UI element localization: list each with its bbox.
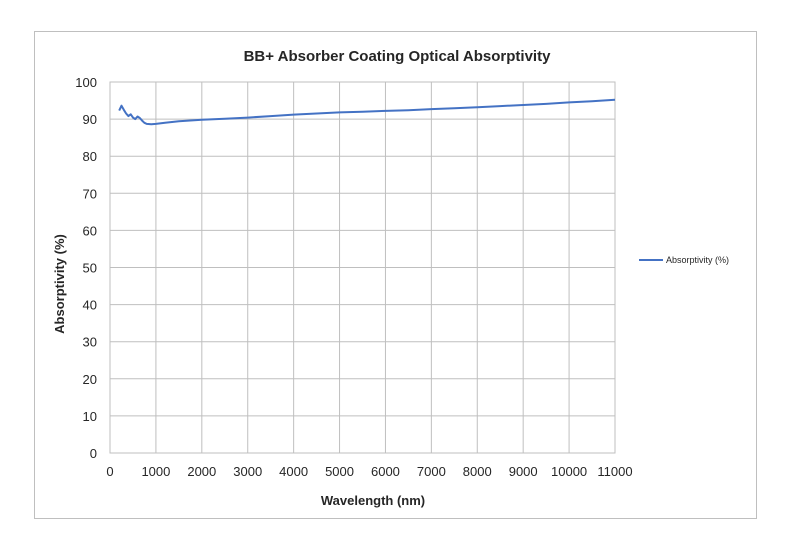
y-tick-label: 90 — [83, 112, 97, 127]
y-tick-label: 100 — [75, 75, 97, 90]
y-tick-label: 40 — [83, 298, 97, 313]
x-tick-label: 6000 — [371, 464, 400, 479]
x-tick-label: 10000 — [551, 464, 587, 479]
x-tick-label: 1000 — [141, 464, 170, 479]
legend: Absorptivity (%) — [639, 255, 729, 265]
y-tick-label: 30 — [83, 335, 97, 350]
plot-area-border — [109, 81, 616, 454]
y-tick-label: 50 — [83, 261, 97, 276]
x-tick-label: 11000 — [597, 464, 632, 479]
legend-entry-label: Absorptivity (%) — [666, 255, 729, 265]
chart-title: BB+ Absorber Coating Optical Absorptivit… — [244, 48, 551, 65]
y-tick-label: 20 — [83, 372, 97, 387]
chart-svg: BB+ Absorber Coating Optical Absorptivit… — [52, 48, 729, 508]
x-tick-label: 8000 — [463, 464, 492, 479]
series-layer — [118, 98, 616, 126]
grid-layer — [109, 81, 616, 454]
y-tick-label: 80 — [83, 149, 97, 164]
y-tick-label: 10 — [83, 409, 97, 424]
x-tick-label: 7000 — [417, 464, 446, 479]
y-axis-title: Absorptivity (%) — [52, 234, 67, 334]
x-tick-label: 9000 — [509, 464, 538, 479]
series-line-absorptivity — [118, 98, 616, 126]
x-tick-label: 4000 — [279, 464, 308, 479]
x-tick-label: 0 — [106, 464, 113, 479]
y-tick-label: 0 — [90, 446, 97, 461]
x-axis-title: Wavelength (nm) — [321, 493, 425, 508]
y-tick-label: 70 — [83, 186, 97, 201]
chart-frame: BB+ Absorber Coating Optical Absorptivit… — [34, 31, 757, 519]
x-tick-label: 3000 — [233, 464, 262, 479]
x-tick-label: 5000 — [325, 464, 354, 479]
y-tick-label: 60 — [83, 223, 97, 238]
x-tick-label: 2000 — [187, 464, 216, 479]
